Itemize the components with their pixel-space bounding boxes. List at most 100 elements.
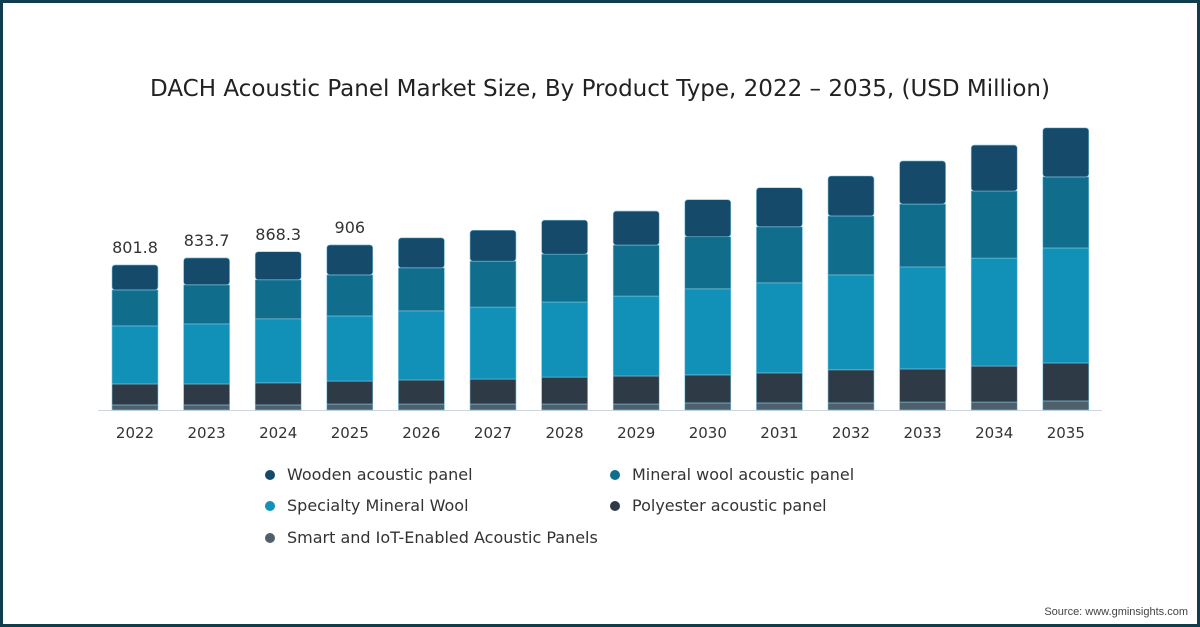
legend-item: Specialty Mineral Wool (265, 496, 469, 515)
bar-segment-2026-wooden-acoustic-panel (398, 237, 445, 269)
bar-segment-2027-wooden-acoustic-panel (469, 229, 517, 262)
chart-title: DACH Acoustic Panel Market Size, By Prod… (150, 76, 1050, 102)
x-tick-label: 2026 (402, 424, 440, 442)
x-tick-label: 2023 (188, 424, 226, 442)
data-label-2022: 801.8 (112, 238, 158, 257)
x-tick-label: 2031 (760, 424, 798, 442)
x-tick-label: 2022 (116, 424, 154, 442)
legend-dot-icon (610, 500, 620, 511)
legend-label: Smart and IoT-Enabled Acoustic Panels (287, 528, 598, 547)
bar-segment-2024-smart-and-iot-enabled-acoustic-panels (254, 404, 302, 411)
x-tick-label: 2029 (617, 424, 655, 442)
bar-segment-2023-smart-and-iot-enabled-acoustic-panels (183, 404, 230, 411)
bar-segment-2035-specialty-mineral-wool (1042, 247, 1090, 364)
bar-segment-2031-polyester-acoustic-panel (756, 372, 803, 404)
bar-segment-2031-specialty-mineral-wool (756, 282, 803, 374)
bar-segment-2034-smart-and-iot-enabled-acoustic-panels (970, 401, 1018, 411)
bar-segment-2025-mineral-wool-acoustic-panel (326, 274, 374, 317)
bar-segment-2030-smart-and-iot-enabled-acoustic-panels (684, 402, 732, 411)
x-tick-label: 2024 (259, 424, 297, 442)
legend-label: Polyester acoustic panel (632, 496, 827, 515)
bar-segment-2033-specialty-mineral-wool (899, 266, 946, 370)
bar-segment-2026-mineral-wool-acoustic-panel (398, 267, 445, 312)
legend-item: Mineral wool acoustic panel (610, 465, 854, 484)
bar-segment-2024-polyester-acoustic-panel (254, 382, 302, 406)
bar-segment-2032-polyester-acoustic-panel (827, 369, 875, 404)
bar-segment-2023-polyester-acoustic-panel (183, 383, 230, 406)
bar-segment-2025-specialty-mineral-wool (326, 315, 374, 382)
bar-segment-2025-polyester-acoustic-panel (326, 380, 374, 405)
bar-segment-2034-wooden-acoustic-panel (970, 144, 1018, 192)
bar-segment-2028-mineral-wool-acoustic-panel (541, 253, 588, 303)
data-label-2025: 906 (335, 218, 366, 237)
bar-segment-2033-smart-and-iot-enabled-acoustic-panels (899, 401, 946, 411)
bar-segment-2028-specialty-mineral-wool (541, 301, 588, 378)
x-tick-label: 2027 (474, 424, 512, 442)
legend-label: Mineral wool acoustic panel (632, 465, 855, 484)
bar-segment-2022-mineral-wool-acoustic-panel (111, 289, 159, 327)
legend-item: Smart and IoT-Enabled Acoustic Panels (265, 528, 598, 547)
bar-segment-2033-mineral-wool-acoustic-panel (899, 203, 946, 268)
legend-dot-icon (610, 469, 620, 480)
bar-segment-2030-mineral-wool-acoustic-panel (684, 236, 732, 290)
legend-dot-icon (265, 500, 275, 511)
bar-segment-2029-smart-and-iot-enabled-acoustic-panels (612, 403, 660, 411)
x-tick-label: 2033 (904, 424, 942, 442)
legend-item: Polyester acoustic panel (610, 496, 827, 515)
legend-label: Wooden acoustic panel (287, 465, 473, 484)
x-tick-label: 2030 (689, 424, 727, 442)
bar-segment-2032-specialty-mineral-wool (827, 274, 875, 371)
bar-segment-2026-specialty-mineral-wool (398, 310, 445, 381)
data-label-2023: 833.7 (184, 231, 230, 250)
bar-segment-2035-polyester-acoustic-panel (1042, 362, 1090, 402)
bar-segment-2023-wooden-acoustic-panel (183, 257, 230, 286)
bar-segment-2023-specialty-mineral-wool (183, 323, 230, 385)
legend-dot-icon (265, 469, 275, 480)
source-note: Source: www.gminsights.com (1044, 606, 1188, 618)
bar-segment-2027-mineral-wool-acoustic-panel (469, 260, 517, 308)
bar-segment-2031-mineral-wool-acoustic-panel (756, 226, 803, 284)
bar-segment-2027-smart-and-iot-enabled-acoustic-panels (469, 403, 517, 411)
bar-segment-2032-mineral-wool-acoustic-panel (827, 215, 875, 276)
bar-segment-2030-wooden-acoustic-panel (684, 199, 732, 238)
bar-segment-2024-wooden-acoustic-panel (254, 251, 302, 281)
x-tick-label: 2028 (546, 424, 584, 442)
x-tick-label: 2035 (1047, 424, 1085, 442)
bar-segment-2029-mineral-wool-acoustic-panel (612, 244, 660, 297)
bar-segment-2034-polyester-acoustic-panel (970, 365, 1018, 403)
bar-segment-2027-polyester-acoustic-panel (469, 378, 517, 405)
bar-segment-2022-wooden-acoustic-panel (111, 264, 159, 291)
bar-segment-2029-polyester-acoustic-panel (612, 375, 660, 405)
legend-item: Wooden acoustic panel (265, 465, 473, 484)
x-tick-label: 2034 (975, 424, 1013, 442)
bar-segment-2026-polyester-acoustic-panel (398, 379, 445, 405)
bar-segment-2030-polyester-acoustic-panel (684, 374, 732, 404)
bar-segment-2028-wooden-acoustic-panel (541, 219, 588, 255)
bar-segment-2029-wooden-acoustic-panel (612, 210, 660, 246)
legend-label: Specialty Mineral Wool (287, 496, 469, 515)
bar-segment-2029-specialty-mineral-wool (612, 295, 660, 377)
bar-segment-2022-polyester-acoustic-panel (111, 383, 159, 406)
bar-segment-2027-specialty-mineral-wool (469, 306, 517, 380)
bar-segment-2022-smart-and-iot-enabled-acoustic-panels (111, 404, 159, 411)
x-tick-label: 2032 (832, 424, 870, 442)
bar-segment-2033-wooden-acoustic-panel (899, 160, 946, 205)
legend-dot-icon (265, 532, 275, 543)
data-label-2024: 868.3 (255, 225, 301, 244)
bar-segment-2026-smart-and-iot-enabled-acoustic-panels (398, 403, 445, 411)
bar-segment-2032-smart-and-iot-enabled-acoustic-panels (827, 402, 875, 411)
bar-segment-2035-wooden-acoustic-panel (1042, 127, 1090, 178)
bar-segment-2031-smart-and-iot-enabled-acoustic-panels (756, 402, 803, 411)
bar-segment-2035-mineral-wool-acoustic-panel (1042, 176, 1090, 249)
bar-segment-2024-specialty-mineral-wool (254, 318, 302, 384)
bar-segment-2022-specialty-mineral-wool (111, 325, 159, 385)
bar-segment-2031-wooden-acoustic-panel (756, 187, 803, 228)
bar-segment-2032-wooden-acoustic-panel (827, 175, 875, 217)
bar-segment-2028-polyester-acoustic-panel (541, 376, 588, 405)
bar-segment-2025-smart-and-iot-enabled-acoustic-panels (326, 403, 374, 411)
bar-segment-2035-smart-and-iot-enabled-acoustic-panels (1042, 400, 1090, 411)
bar-segment-2034-mineral-wool-acoustic-panel (970, 190, 1018, 259)
bar-segment-2025-wooden-acoustic-panel (326, 244, 374, 276)
bar-segment-2033-polyester-acoustic-panel (899, 368, 946, 403)
